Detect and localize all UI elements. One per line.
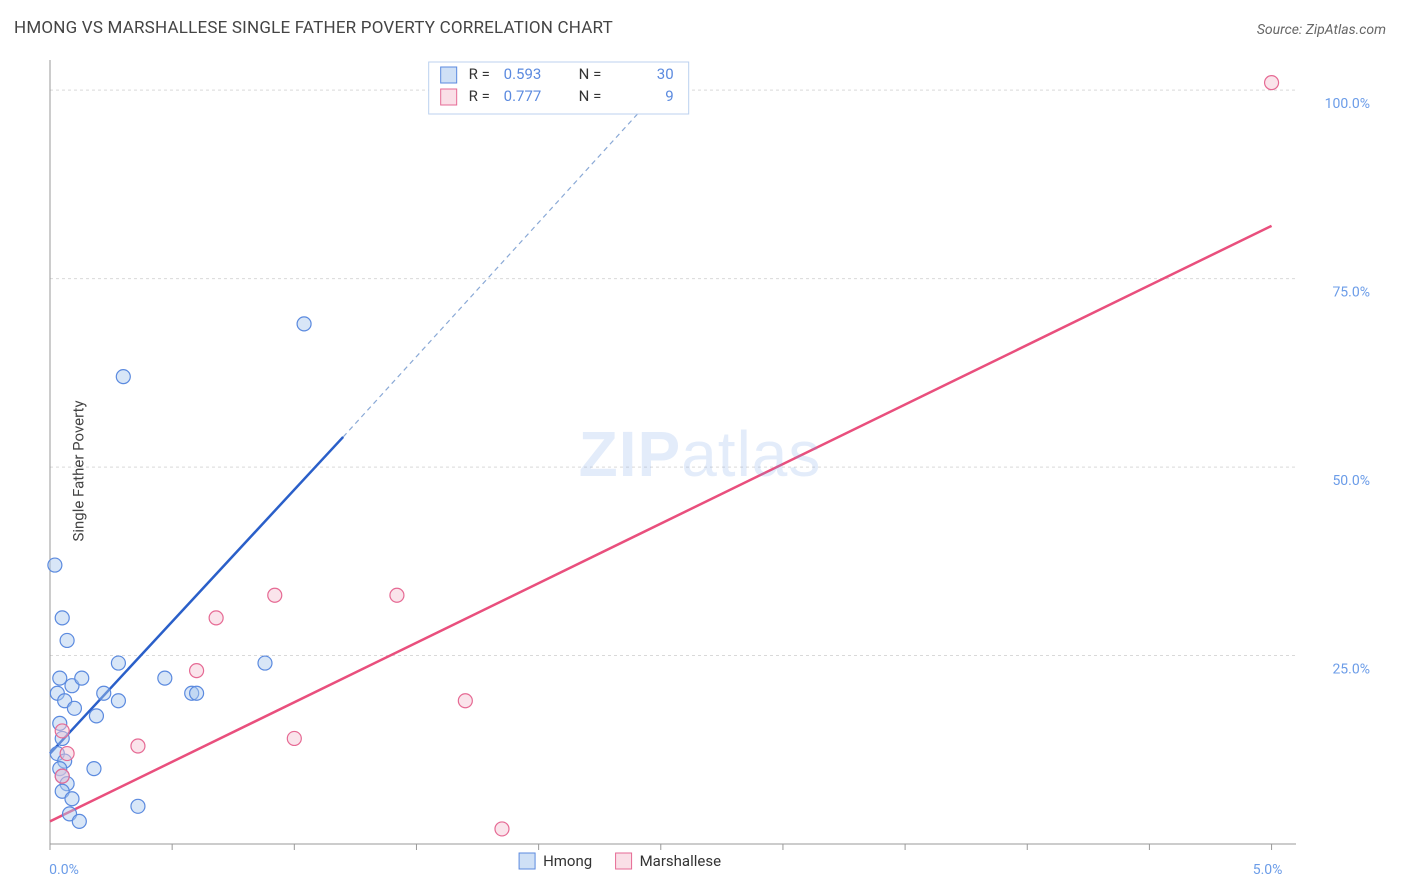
data-point (258, 656, 272, 670)
data-point (287, 731, 301, 745)
data-point (297, 317, 311, 331)
data-point (131, 799, 145, 813)
y-tick-label: 75.0% (1332, 285, 1370, 301)
chart-title: HMONG VS MARSHALLESE SINGLE FATHER POVER… (14, 18, 613, 38)
data-point (55, 611, 69, 625)
stats-r-label: R = (469, 87, 490, 105)
data-point (458, 694, 472, 708)
y-tick-label: 50.0% (1332, 473, 1370, 489)
data-point (55, 724, 69, 738)
data-point (111, 694, 125, 708)
stats-legend-box (429, 62, 689, 114)
data-point (89, 709, 103, 723)
data-point (268, 588, 282, 602)
trend-line (50, 437, 343, 754)
data-point (87, 762, 101, 776)
x-tick-label: 0.0% (49, 862, 79, 878)
stats-r-label: R = (469, 65, 490, 83)
data-point (1265, 76, 1279, 90)
y-tick-label: 25.0% (1332, 662, 1370, 678)
data-point (60, 633, 74, 647)
data-point (111, 656, 125, 670)
x-tick-label: 5.0% (1253, 862, 1283, 878)
chart-area: Single Father Poverty ZIPatlas 25.0%50.0… (14, 50, 1386, 892)
legend-label: Marshallese (640, 852, 721, 870)
y-axis-label: Single Father Poverty (70, 400, 88, 541)
data-point (158, 671, 172, 685)
data-point (495, 822, 509, 836)
data-point (190, 664, 204, 678)
stats-n-value: 9 (665, 87, 673, 105)
data-point (53, 671, 67, 685)
data-point (190, 686, 204, 700)
data-point (55, 769, 69, 783)
data-point (65, 792, 79, 806)
legend-label: Hmong (543, 852, 592, 870)
data-point (131, 739, 145, 753)
stats-swatch (441, 89, 457, 105)
trend-line-dashed (343, 75, 673, 437)
legend-swatch (616, 853, 632, 869)
data-point (60, 747, 74, 761)
legend-swatch (519, 853, 535, 869)
data-point (75, 671, 89, 685)
data-point (72, 814, 86, 828)
data-point (67, 701, 81, 715)
data-point (390, 588, 404, 602)
data-point (116, 370, 130, 384)
stats-n-label: N = (579, 65, 602, 83)
trend-line (50, 226, 1272, 822)
y-tick-label: 100.0% (1325, 96, 1370, 112)
source-label: Source: ZipAtlas.com (1257, 22, 1386, 38)
scatter-plot-svg: 25.0% 50.0% 75.0% 100.0% 0.0% 5.0% R = 0.593 N =… (14, 50, 1386, 892)
data-point (48, 558, 62, 572)
stats-n-value: 30 (657, 65, 674, 83)
stats-swatch (441, 67, 457, 83)
stats-r-value: 0.777 (504, 87, 542, 105)
data-point (209, 611, 223, 625)
data-point (97, 686, 111, 700)
stats-n-label: N = (579, 87, 602, 105)
stats-r-value: 0.593 (504, 65, 542, 83)
